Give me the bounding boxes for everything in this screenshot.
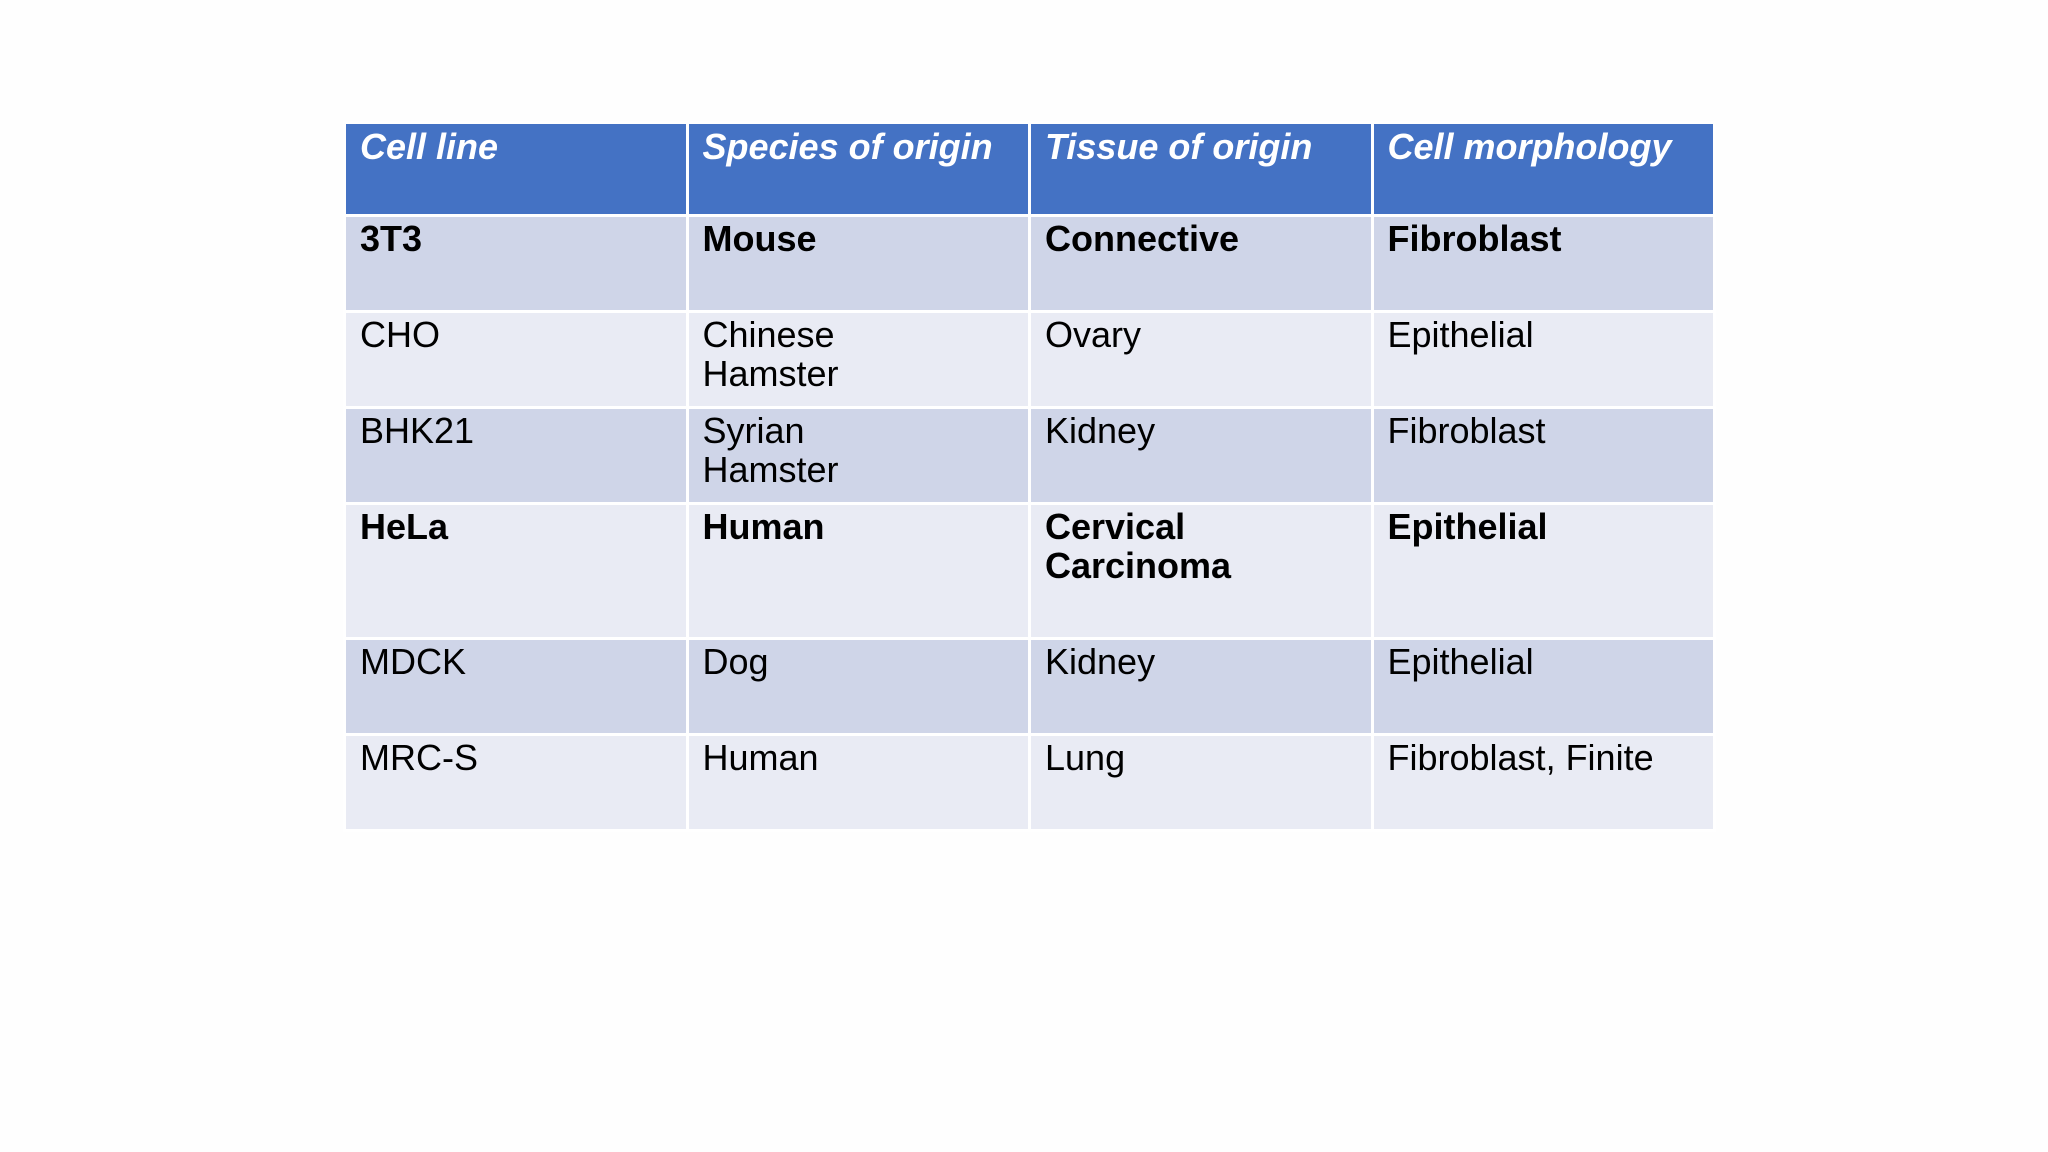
table-body: 3T3 Mouse Connective Fibroblast CHO Chin…	[343, 214, 1716, 832]
header-tissue-of-origin: Tissue of origin	[1028, 121, 1374, 217]
cell-line-table: Cell line Species of origin Tissue of or…	[343, 121, 1716, 832]
species: Human	[685, 502, 1031, 640]
table-row: HeLa Human Cervical Carcinoma Epithelial	[343, 502, 1716, 640]
species: Dog	[685, 637, 1031, 736]
morphology: Epithelial	[1370, 502, 1716, 640]
header-cell-morphology: Cell morphology	[1370, 121, 1716, 217]
tissue: Lung	[1028, 733, 1374, 832]
cell-line: BHK21	[343, 406, 689, 505]
morphology: Fibroblast	[1370, 406, 1716, 505]
cell-line: 3T3	[343, 214, 689, 313]
species: Chinese Hamster	[685, 310, 1031, 409]
table-row: CHO Chinese Hamster Ovary Epithelial	[343, 310, 1716, 409]
morphology: Epithelial	[1370, 310, 1716, 409]
table-row: BHK21 Syrian Hamster Kidney Fibroblast	[343, 406, 1716, 505]
tissue: Connective	[1028, 214, 1374, 313]
morphology: Fibroblast	[1370, 214, 1716, 313]
table-row: 3T3 Mouse Connective Fibroblast	[343, 214, 1716, 313]
morphology: Epithelial	[1370, 637, 1716, 736]
cell-line: MRC-S	[343, 733, 689, 832]
morphology: Fibroblast, Finite	[1370, 733, 1716, 832]
tissue: Kidney	[1028, 406, 1374, 505]
tissue: Ovary	[1028, 310, 1374, 409]
species: Mouse	[685, 214, 1031, 313]
species: Human	[685, 733, 1031, 832]
header-species-of-origin: Species of origin	[685, 121, 1031, 217]
table-header: Cell line Species of origin Tissue of or…	[343, 121, 1716, 217]
tissue: Kidney	[1028, 637, 1374, 736]
header-cell-line: Cell line	[343, 121, 689, 217]
header-row: Cell line Species of origin Tissue of or…	[343, 121, 1716, 217]
table-row: MRC-S Human Lung Fibroblast, Finite	[343, 733, 1716, 832]
species: Syrian Hamster	[685, 406, 1031, 505]
cell-line: CHO	[343, 310, 689, 409]
tissue: Cervical Carcinoma	[1028, 502, 1374, 640]
cell-line: MDCK	[343, 637, 689, 736]
cell-line: HeLa	[343, 502, 689, 640]
table-row: MDCK Dog Kidney Epithelial	[343, 637, 1716, 736]
